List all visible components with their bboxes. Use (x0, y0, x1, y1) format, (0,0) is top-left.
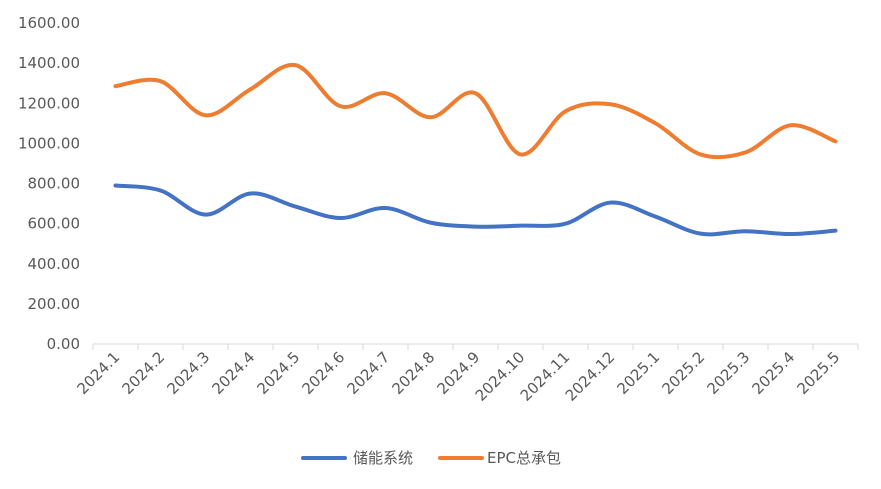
x-tick-label: 2024.5 (253, 348, 303, 398)
legend-label-2: EPC总承包 (487, 449, 561, 467)
x-tick-label: 2024.2 (118, 348, 168, 398)
x-tick-label: 2024.7 (343, 348, 393, 398)
x-tick-label: 2024.6 (298, 348, 348, 398)
legend: 储能系统 EPC总承包 (301, 449, 561, 467)
y-tick-label: 1200.00 (18, 94, 80, 112)
y-tick-label: 400.00 (28, 255, 81, 273)
y-tick-label: 200.00 (28, 295, 81, 313)
series-line-1 (113, 183, 838, 237)
x-tick-label: 2024.3 (163, 348, 213, 398)
series-line-2 (113, 63, 838, 160)
x-tick-label: 2025.5 (793, 348, 843, 398)
x-tick-label: 2025.3 (703, 348, 753, 398)
x-tick-label: 2024.12 (562, 348, 619, 405)
y-tick-label: 600.00 (28, 215, 81, 233)
x-tick-label: 2025.4 (748, 348, 798, 398)
x-tick-label: 2025.1 (613, 348, 663, 398)
x-tick-label: 2025.2 (658, 348, 708, 398)
legend-label-1: 储能系统 (353, 449, 413, 467)
x-tick-label: 2024.4 (208, 348, 258, 398)
series-lines (113, 63, 838, 237)
x-axis-tick-marks (92, 344, 859, 350)
y-tick-label: 800.00 (28, 175, 81, 193)
x-tick-label: 2024.1 (73, 348, 123, 398)
x-axis-tick-labels: 2024.12024.22024.32024.42024.52024.62024… (73, 348, 843, 405)
y-tick-label: 1600.00 (18, 14, 80, 32)
y-tick-label: 1400.00 (18, 54, 80, 72)
y-tick-label: 1000.00 (18, 134, 80, 152)
x-tick-label: 2024.8 (388, 348, 438, 398)
y-axis-tick-labels: 0.00 200.00 400.00 600.00 800.00 1000.00 1200.… (18, 14, 80, 353)
y-tick-label: 0.00 (47, 335, 80, 353)
